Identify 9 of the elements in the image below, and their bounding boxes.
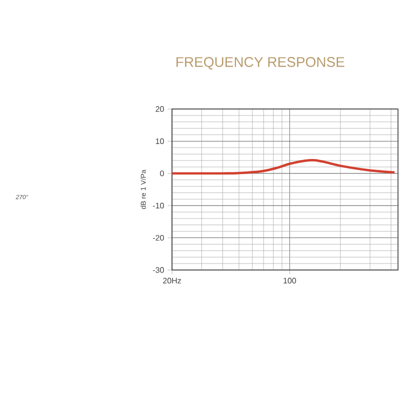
x-tick-label: 20Hz [163, 278, 181, 284]
y-tick-label: 0 [160, 170, 164, 176]
chart-title: FREQUENCY RESPONSE [176, 57, 344, 70]
y-tick-label: -30 [153, 267, 164, 273]
y-tick-label: 10 [156, 138, 164, 144]
y-tick-label: -10 [153, 202, 164, 208]
y-tick-label: -20 [153, 234, 164, 241]
y-tick-label: 20 [156, 106, 164, 112]
x-tick-label: 100 [284, 278, 296, 284]
